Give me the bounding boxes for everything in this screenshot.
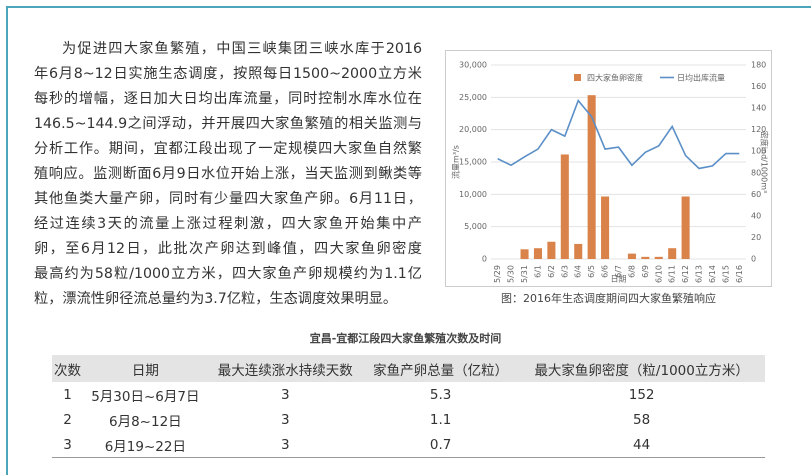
bar bbox=[520, 249, 529, 259]
x-tick-label: 6/1 bbox=[533, 265, 542, 278]
table-row: 2 6月8~12日 3 1.1 58 bbox=[52, 407, 765, 432]
table-row: 3 6月19~22日 3 0.7 44 bbox=[52, 432, 765, 458]
bar bbox=[641, 256, 650, 259]
table-header-cell: 日期 bbox=[83, 355, 208, 382]
bar bbox=[654, 256, 663, 259]
text-line: 分析工作。期间，宜都江段出现了一定规模四大家鱼自然繁 bbox=[34, 141, 422, 157]
table-title: 宜昌-宜都江段四大家鱼繁殖次数及时间 bbox=[309, 332, 502, 345]
table-cell: 5月30日~6月7日 bbox=[91, 388, 200, 405]
x-tick-label: 6/12 bbox=[681, 265, 690, 283]
legend-label: 四大家鱼卵密度 bbox=[587, 73, 643, 83]
bar bbox=[681, 196, 690, 259]
y2-tick-label: 140 bbox=[751, 104, 766, 113]
text-line: 殖响应。监测断面6月9日水位开始上涨，当天监测到鳅类等 bbox=[34, 166, 422, 182]
text-line: 年6月8~12日实施生态调度，按照每日1500~2000立方米 bbox=[34, 66, 422, 82]
text-line: 粒，漂流性卵径流总量约为3.7亿粒，生态调度效果明显。 bbox=[34, 291, 398, 307]
text-line: 经过连续3天的流量上涨过程刺激，四大家鱼开始集中产 bbox=[34, 216, 422, 232]
x-tick-label: 6/4 bbox=[574, 265, 583, 278]
table-cell: 5.3 bbox=[429, 386, 452, 403]
table-cell: 1.1 bbox=[429, 411, 452, 428]
legend-label: 日均出库流量 bbox=[677, 73, 725, 83]
text-line: 为促进四大家鱼繁殖，中国三峡集团三峡水库于2016 bbox=[62, 41, 422, 57]
y2-tick-label: 100 bbox=[751, 147, 766, 156]
text-line: 最高约为58粒/1000立方米，四大家鱼产卵规模约为1.1亿 bbox=[34, 266, 422, 282]
x-tick-label: 6/5 bbox=[587, 265, 596, 278]
x-tick-label: 6/9 bbox=[641, 265, 650, 278]
y-tick-label: 10,000 bbox=[459, 190, 487, 199]
y2-axis-label: 密度ind/1000m³ bbox=[760, 131, 770, 193]
x-tick-label: 6/7 bbox=[614, 265, 623, 278]
table-header-cell: 最大连续涨水持续天数 bbox=[207, 355, 363, 382]
y2-tick-label: 180 bbox=[751, 61, 766, 70]
frame bbox=[6, 6, 811, 475]
y-tick-label: 30,000 bbox=[459, 61, 487, 70]
table-cell: 44 bbox=[633, 436, 651, 453]
bar bbox=[533, 248, 542, 259]
x-tick-label: 6/6 bbox=[601, 265, 610, 278]
y2-tick-label: 0 bbox=[751, 255, 756, 264]
bar bbox=[627, 253, 636, 259]
x-tick-label: 6/10 bbox=[654, 265, 663, 283]
x-tick-label: 6/8 bbox=[627, 265, 636, 278]
x-tick-label: 5/30 bbox=[507, 265, 516, 283]
bar bbox=[560, 154, 569, 259]
x-tick-label: 6/2 bbox=[547, 265, 556, 278]
legend-swatch bbox=[574, 74, 581, 81]
table: 次数 日期 最大连续涨水持续天数 家鱼产卵总量（亿粒） 最大家鱼卵密度（粒/1000立方… bbox=[52, 355, 765, 458]
text-line: 其他鱼类大量产卵，同时有少量四大家鱼产卵。6月11日， bbox=[34, 191, 422, 207]
table-cell: 2 bbox=[63, 411, 72, 428]
bar bbox=[587, 95, 596, 259]
table-cell: 0.7 bbox=[429, 436, 452, 453]
table-cell: 6月8~12日 bbox=[109, 413, 182, 430]
y-tick-label: 0 bbox=[482, 255, 487, 264]
table-cell: 152 bbox=[628, 386, 655, 403]
bar bbox=[668, 248, 677, 259]
bar bbox=[574, 243, 583, 259]
x-tick-label: 6/14 bbox=[708, 265, 717, 283]
text-line: 卵，至6月12日，此批次产卵达到峰值，四大家鱼卵密度 bbox=[34, 241, 422, 257]
table-header-cell: 家鱼产卵总量（亿粒） bbox=[362, 355, 519, 382]
table-header-cell: 次数 bbox=[52, 355, 84, 382]
y-tick-label: 15,000 bbox=[459, 158, 487, 167]
table-cell: 3 bbox=[280, 386, 290, 403]
bar bbox=[601, 196, 610, 259]
y2-tick-label: 40 bbox=[751, 211, 761, 220]
table-header-cell: 最大家鱼卵密度（粒/1000立方米） bbox=[518, 355, 765, 382]
x-tick-label: 5/29 bbox=[493, 265, 502, 283]
table-cell: 3 bbox=[63, 436, 72, 453]
x-tick-label: 5/31 bbox=[520, 265, 529, 283]
chart: 0 5,000 10,000 15,000 20,000 25,000 30,000 0 20 4… bbox=[445, 50, 772, 287]
x-tick-label: 6/15 bbox=[721, 265, 730, 283]
table-cell: 58 bbox=[633, 411, 651, 428]
bar bbox=[547, 241, 556, 259]
x-tick-label: 6/13 bbox=[695, 265, 704, 283]
y-tick-label: 25,000 bbox=[459, 93, 487, 102]
x-tick-label: 6/11 bbox=[668, 265, 677, 283]
y-tick-label: 20,000 bbox=[459, 125, 487, 134]
x-tick-label: 6/3 bbox=[560, 265, 569, 278]
y2-tick-label: 160 bbox=[751, 82, 766, 91]
table-cell: 6月19~22日 bbox=[104, 438, 186, 455]
table-cell: 3 bbox=[280, 411, 290, 428]
y2-tick-label: 20 bbox=[751, 233, 761, 242]
x-tick-label: 6/16 bbox=[735, 265, 744, 283]
table-row: 1 5月30日~6月7日 3 5.3 152 bbox=[52, 382, 765, 407]
caption: 图：2016年生态调度期间四大家鱼繁殖响应 bbox=[501, 292, 716, 305]
x-axis-label: 日期 bbox=[611, 275, 627, 284]
text-line: 146.5~144.9之间浮动，并开展四大家鱼繁殖的相关监测与 bbox=[34, 116, 422, 132]
y2-tick-label: 80 bbox=[751, 168, 761, 177]
y2-tick-label: 120 bbox=[751, 125, 766, 134]
text-line: 每秒的增幅，逐日加大日均出库流量，同时控制水库水位在 bbox=[34, 91, 422, 107]
table-cell: 3 bbox=[280, 436, 290, 453]
y-tick-label: 5,000 bbox=[464, 222, 487, 231]
line bbox=[497, 98, 740, 170]
y2-tick-label: 60 bbox=[751, 190, 761, 199]
table-cell: 1 bbox=[63, 386, 72, 403]
y-axis-label: 流量m³/s bbox=[451, 145, 461, 179]
